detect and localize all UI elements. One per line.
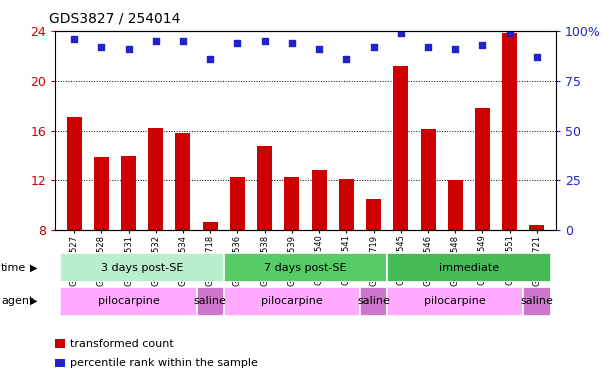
Bar xyxy=(524,287,551,316)
Point xyxy=(478,41,488,48)
Bar xyxy=(312,170,327,230)
Text: saline: saline xyxy=(357,296,390,306)
Bar xyxy=(420,129,436,230)
Point xyxy=(178,38,188,44)
Point xyxy=(314,46,324,52)
Point xyxy=(97,44,106,50)
Point xyxy=(423,44,433,50)
Point xyxy=(396,30,406,36)
Point xyxy=(368,44,378,50)
Bar xyxy=(339,179,354,230)
Bar xyxy=(448,180,463,230)
Bar xyxy=(94,157,109,230)
Text: pilocarpine: pilocarpine xyxy=(98,296,159,306)
Text: 3 days post-SE: 3 days post-SE xyxy=(101,263,183,273)
Point xyxy=(450,46,460,52)
Bar xyxy=(387,253,551,282)
Bar xyxy=(175,133,191,230)
Bar xyxy=(224,287,360,316)
Text: ▶: ▶ xyxy=(30,296,37,306)
Point xyxy=(505,30,514,36)
Text: GDS3827 / 254014: GDS3827 / 254014 xyxy=(49,12,180,25)
Bar xyxy=(502,33,517,230)
Bar xyxy=(393,66,408,230)
Point xyxy=(205,56,215,62)
Text: pilocarpine: pilocarpine xyxy=(261,296,323,306)
Text: immediate: immediate xyxy=(439,263,499,273)
Point xyxy=(123,46,133,52)
Text: saline: saline xyxy=(521,296,554,306)
Bar xyxy=(230,177,245,230)
Text: pilocarpine: pilocarpine xyxy=(425,296,486,306)
Text: ▶: ▶ xyxy=(30,263,37,273)
Text: transformed count: transformed count xyxy=(70,339,174,349)
Bar xyxy=(197,287,224,316)
Bar xyxy=(67,117,81,230)
Bar xyxy=(121,156,136,230)
Bar xyxy=(60,287,197,316)
Text: percentile rank within the sample: percentile rank within the sample xyxy=(70,358,257,368)
Text: saline: saline xyxy=(194,296,227,306)
Point xyxy=(260,38,269,44)
Bar xyxy=(387,287,524,316)
Text: time: time xyxy=(1,263,26,273)
Point xyxy=(287,40,297,46)
Bar xyxy=(475,108,490,230)
Point xyxy=(151,38,161,44)
Bar xyxy=(284,177,299,230)
Point xyxy=(69,36,79,42)
Point xyxy=(342,56,351,62)
Bar xyxy=(366,199,381,230)
Bar xyxy=(530,225,544,230)
Bar xyxy=(224,253,387,282)
Text: agent: agent xyxy=(1,296,34,306)
Bar xyxy=(148,128,163,230)
Bar xyxy=(60,253,224,282)
Bar xyxy=(257,146,272,230)
Point xyxy=(233,40,243,46)
Text: 7 days post-SE: 7 days post-SE xyxy=(264,263,347,273)
Bar xyxy=(203,222,218,230)
Point xyxy=(532,54,542,60)
Bar xyxy=(360,287,387,316)
